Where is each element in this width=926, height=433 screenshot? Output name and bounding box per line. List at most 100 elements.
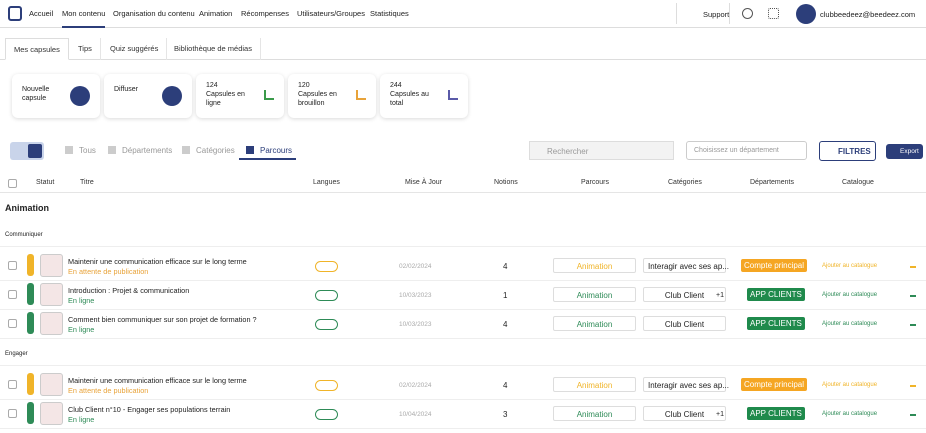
settings-icon[interactable] [742, 8, 753, 19]
export-button[interactable]: Export [886, 144, 923, 159]
row-parcours[interactable]: Animation [553, 287, 636, 302]
card-value: 244 [390, 81, 440, 90]
card-label: Diffuser [114, 85, 164, 94]
row-category[interactable]: Club Client [643, 287, 726, 302]
edit-icon[interactable] [910, 262, 916, 268]
row-department: APP CLIENTS [747, 407, 805, 420]
row-checkbox[interactable] [8, 290, 17, 299]
column-header[interactable]: Catalogue [842, 179, 874, 186]
column-header[interactable]: Parcours [581, 179, 609, 186]
tab[interactable]: Mes capsules [5, 38, 69, 60]
edit-icon[interactable] [910, 381, 916, 387]
row-date: 02/02/2024 [399, 382, 432, 389]
row-catalogue[interactable]: Ajouter au catalogue [822, 292, 877, 298]
search-input[interactable]: Rechercher [529, 141, 674, 160]
row-notions: 4 [503, 262, 507, 271]
row-category[interactable]: Club Client [643, 406, 726, 421]
row-catalogue[interactable]: Ajouter au catalogue [822, 382, 877, 388]
nav-item[interactable]: Récompenses [241, 9, 289, 18]
tab[interactable]: Tips [70, 38, 101, 60]
row-category[interactable]: Interagir avec ses ap... [643, 377, 726, 392]
row-date: 02/02/2024 [399, 263, 432, 270]
export-label: Export [900, 148, 919, 155]
row-category[interactable]: Interagir avec ses ap... [643, 258, 726, 273]
status-flag [27, 402, 34, 424]
column-header[interactable]: Mise À Jour [405, 179, 442, 186]
department-select[interactable]: Choisissez un département [686, 141, 807, 160]
row-status: En ligne [68, 325, 94, 334]
row-checkbox[interactable] [8, 261, 17, 270]
view-tab[interactable]: Parcours [260, 146, 292, 155]
row-parcours[interactable]: Animation [553, 258, 636, 273]
stat-card: 120Capsules en brouillon [288, 74, 376, 118]
status-flag [27, 312, 34, 334]
card-text: 244Capsules au total [390, 81, 440, 108]
row-catalogue[interactable]: Ajouter au catalogue [822, 411, 877, 417]
nav-item[interactable]: Statistiques [370, 9, 409, 18]
view-tab[interactable]: Catégories [196, 146, 235, 155]
card-label: Capsules en brouillon [298, 90, 348, 108]
card-text: Nouvelle capsule [22, 85, 72, 103]
row-divider [0, 309, 926, 310]
view-icon [108, 146, 116, 154]
top-nav: clubbeedeez@beedeez.com Support Accueil M… [0, 0, 926, 28]
status-flag [27, 254, 34, 276]
support-label: Support [703, 10, 729, 19]
nav-item[interactable]: Utilisateurs/Groupes [297, 9, 365, 18]
header-divider [0, 192, 926, 193]
edit-icon[interactable] [910, 320, 916, 326]
list-view-icon [28, 144, 42, 158]
nav-item[interactable]: Animation [199, 9, 232, 18]
row-title[interactable]: Maintenir une communication efficace sur… [68, 257, 247, 266]
edit-icon[interactable] [910, 291, 916, 297]
stat-card: 244Capsules au total [380, 74, 468, 118]
nav-item[interactable]: Mon contenu [62, 9, 105, 28]
nav-item[interactable]: Accueil [29, 9, 53, 18]
row-category[interactable]: Club Client [643, 316, 726, 331]
row-title[interactable]: Club Client n°10 - Engager ses populatio… [68, 405, 230, 414]
view-tab[interactable]: Départements [122, 146, 172, 155]
row-divider [0, 399, 926, 400]
row-checkbox[interactable] [8, 380, 17, 389]
edit-icon[interactable] [910, 410, 916, 416]
row-status: En attente de publication [68, 386, 148, 395]
share-icon[interactable] [768, 8, 779, 19]
view-icon [182, 146, 190, 154]
row-title[interactable]: Comment bien communiquer sur son projet … [68, 315, 257, 324]
filters-button[interactable]: FILTRES [819, 141, 876, 161]
avatar [796, 4, 816, 24]
row-title[interactable]: Maintenir une communication efficace sur… [68, 376, 247, 385]
language-badge [315, 380, 338, 391]
view-toggle[interactable] [10, 142, 44, 160]
row-parcours[interactable]: Animation [553, 316, 636, 331]
user-menu[interactable]: clubbeedeez@beedeez.com [796, 4, 916, 24]
column-header[interactable]: Notions [494, 179, 518, 186]
column-header[interactable]: Statut [36, 179, 54, 186]
stat-card[interactable]: Nouvelle capsule [12, 74, 100, 118]
tab[interactable]: Quiz suggérés [102, 38, 167, 60]
thumbnail [40, 254, 63, 277]
row-catalogue[interactable]: Ajouter au catalogue [822, 263, 877, 269]
row-checkbox[interactable] [8, 319, 17, 328]
stat-card[interactable]: Diffuser [104, 74, 192, 118]
language-badge [315, 261, 338, 272]
view-tab[interactable]: Tous [79, 146, 96, 155]
select-all-checkbox[interactable] [8, 179, 17, 188]
row-date: 10/04/2024 [399, 411, 432, 418]
card-value: 124 [206, 81, 256, 90]
row-checkbox[interactable] [8, 409, 17, 418]
row-parcours[interactable]: Animation [553, 377, 636, 392]
column-header[interactable]: Titre [80, 179, 94, 186]
row-title[interactable]: Introduction : Projet & communication [68, 286, 189, 295]
column-header[interactable]: Départements [750, 179, 794, 186]
row-date: 10/03/2023 [399, 292, 432, 299]
tab[interactable]: Bibliothèque de médias [166, 38, 261, 60]
column-header[interactable]: Langues [313, 179, 340, 186]
nav-item[interactable]: Organisation du contenu [113, 9, 195, 18]
row-catalogue[interactable]: Ajouter au catalogue [822, 321, 877, 327]
column-header[interactable]: Catégories [668, 179, 702, 186]
card-text: 124Capsules en ligne [206, 81, 256, 108]
support-button[interactable]: Support [676, 3, 730, 24]
row-parcours[interactable]: Animation [553, 406, 636, 421]
